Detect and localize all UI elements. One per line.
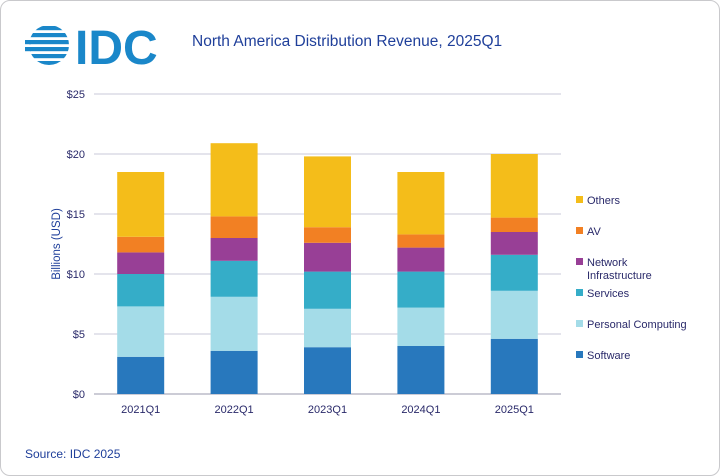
globe-icon [29, 26, 69, 65]
bar-segment-software [397, 346, 445, 394]
idc-logo: IDC [25, 22, 158, 71]
bar-segment-av [397, 234, 445, 248]
legend-label: Personal Computing [587, 319, 687, 331]
bar-segment-network-infrastructure [304, 242, 351, 272]
bar-segment-software [304, 347, 351, 394]
bar-segment-personal-computing [210, 296, 258, 351]
bar-segment-personal-computing [117, 306, 165, 357]
y-tick-label: $0 [73, 389, 85, 401]
legend-swatch [576, 289, 583, 296]
y-tick-label: $20 [67, 149, 85, 161]
bar-segment-av [304, 227, 351, 243]
bar-segment-software [117, 356, 165, 394]
bar-segment-software [210, 350, 258, 394]
legend-swatch [576, 351, 583, 358]
legend-label: Software [587, 350, 630, 362]
x-tick-label: 2023Q1 [308, 404, 347, 416]
bar-segment-personal-computing [304, 308, 351, 348]
bar-segment-network-infrastructure [490, 232, 538, 255]
legend-label: AV [587, 226, 602, 238]
bar-segment-services [304, 271, 351, 309]
bar-segment-av [210, 216, 258, 238]
bar-segment-others [117, 172, 165, 237]
source-note: Source: IDC 2025 [25, 447, 121, 461]
logo-text: IDC [75, 22, 158, 71]
y-tick-label: $25 [67, 89, 85, 101]
bar-segment-services [397, 271, 445, 308]
legend-swatch [576, 227, 583, 234]
chart-title: North America Distribution Revenue, 2025… [192, 33, 503, 50]
bar-segment-personal-computing [397, 307, 445, 346]
y-tick-label: $10 [67, 269, 85, 281]
legend-label: Network Infrastructure [587, 257, 652, 282]
bar-segment-others [304, 156, 351, 228]
legend-label: Others [587, 195, 621, 207]
bar-segment-software [490, 338, 538, 394]
bar-segment-services [117, 274, 165, 307]
bar-segment-services [490, 254, 538, 291]
legend-swatch [576, 196, 583, 203]
y-axis-label: Billions (USD) [51, 208, 63, 280]
bar-segment-network-infrastructure [210, 238, 258, 261]
x-tick-label: 2024Q1 [401, 404, 440, 416]
x-tick-label: 2021Q1 [121, 404, 160, 416]
legend-swatch [576, 258, 583, 265]
x-tick-label: 2025Q1 [495, 404, 534, 416]
y-tick-label: $5 [73, 329, 85, 341]
x-tick-label: 2022Q1 [215, 404, 254, 416]
legend-swatch [576, 320, 583, 327]
bar-segment-network-infrastructure [397, 247, 445, 272]
bar-segment-others [397, 172, 445, 235]
bar-segment-personal-computing [490, 290, 538, 339]
bar-segment-others [210, 143, 258, 217]
y-tick-label: $15 [67, 209, 85, 221]
bar-segment-services [210, 260, 258, 297]
bar-segment-network-infrastructure [117, 252, 165, 274]
bar-segment-others [490, 154, 538, 218]
bar-segment-av [490, 217, 538, 232]
bar-segment-av [117, 236, 165, 253]
legend-label: Services [587, 288, 630, 300]
